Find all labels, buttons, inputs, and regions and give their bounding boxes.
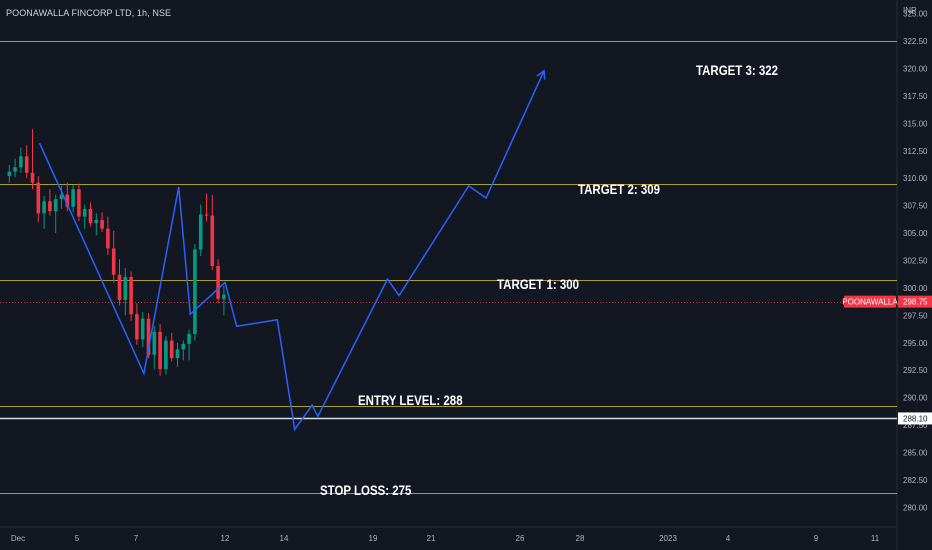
candle-body bbox=[53, 199, 58, 212]
level-label: TARGET 3: 322 bbox=[696, 62, 778, 78]
time-axis[interactable]: Dec 5 7 12 14 19 21 26 28 2023 4 9 11 bbox=[0, 526, 897, 543]
y-tick-label: 302.50 bbox=[903, 257, 928, 266]
y-tick-label: 290.00 bbox=[903, 394, 928, 403]
candle-body bbox=[222, 294, 226, 299]
candle-body bbox=[152, 331, 157, 355]
x-tick-label: 19 bbox=[369, 534, 378, 543]
candle-body bbox=[169, 340, 174, 359]
candle-body bbox=[187, 333, 191, 344]
y-tick-label: 282.50 bbox=[903, 476, 928, 485]
symbol-tag-label: POONAWALLA bbox=[842, 298, 898, 307]
candle-body bbox=[140, 318, 145, 340]
currency-label: INR bbox=[903, 6, 917, 15]
candle-body bbox=[123, 276, 128, 300]
candle-body bbox=[198, 214, 203, 250]
candle-body bbox=[77, 189, 81, 217]
x-tick-label: 4 bbox=[726, 534, 731, 543]
y-tick-label: 292.50 bbox=[903, 366, 928, 375]
y-tick-label: 305.00 bbox=[903, 229, 928, 238]
y-tick-label: 325.00 bbox=[903, 10, 928, 19]
level-label: STOP LOSS: 275 bbox=[320, 482, 411, 498]
x-tick-label: 14 bbox=[280, 534, 289, 543]
x-tick-label: 7 bbox=[134, 534, 139, 543]
y-tick-label: 287.50 bbox=[903, 421, 928, 430]
candle-body bbox=[117, 274, 122, 300]
candle-body bbox=[181, 343, 186, 350]
y-tick-label: 315.00 bbox=[903, 119, 928, 128]
x-tick-label: 9 bbox=[814, 534, 819, 543]
candle-body bbox=[71, 189, 75, 207]
symbol-title[interactable]: POONAWALLA FINCORP LTD, 1h, NSE bbox=[6, 8, 172, 18]
candle-body bbox=[146, 318, 151, 355]
y-tick-label: 320.00 bbox=[903, 65, 928, 74]
candle-body bbox=[24, 156, 29, 173]
candle-body bbox=[42, 201, 46, 214]
price-tags: POONAWALLA 298.75 288.10 bbox=[842, 295, 932, 425]
y-tick-label: 312.50 bbox=[903, 147, 928, 156]
price-tag bbox=[898, 412, 932, 425]
candle-body bbox=[175, 349, 180, 359]
candle-body bbox=[59, 194, 64, 200]
x-tick-label: 26 bbox=[516, 534, 525, 543]
y-tick-label: 295.00 bbox=[903, 339, 928, 348]
candle-body bbox=[48, 201, 52, 212]
y-tick-label: 285.00 bbox=[903, 448, 928, 457]
y-tick-label: 280.00 bbox=[903, 503, 928, 512]
y-tick-label: 322.50 bbox=[903, 37, 928, 46]
price-tag-value: 298.75 bbox=[903, 298, 928, 307]
x-tick-label: 12 bbox=[221, 534, 230, 543]
y-tick-label: 310.00 bbox=[903, 174, 928, 183]
x-tick-label: 21 bbox=[427, 534, 436, 543]
candle-body bbox=[210, 215, 215, 266]
candle-body bbox=[129, 276, 133, 315]
projection-path bbox=[38, 69, 546, 432]
level-label: ENTRY LEVEL: 288 bbox=[358, 392, 463, 408]
candle-body bbox=[158, 331, 162, 370]
y-tick-label: 297.50 bbox=[903, 311, 928, 320]
candle-body bbox=[204, 214, 209, 216]
candle-body bbox=[65, 194, 70, 207]
level-label: TARGET 2: 309 bbox=[578, 181, 660, 197]
candle-body bbox=[111, 248, 116, 275]
level-label: TARGET 1: 300 bbox=[497, 276, 579, 292]
price-axis[interactable]: 325.00 322.50 320.00 317.50 315.00 312.50 310.… bbox=[896, 0, 928, 550]
candle-body bbox=[135, 314, 139, 340]
candle-body bbox=[88, 208, 93, 224]
y-tick-label: 307.50 bbox=[903, 202, 928, 211]
candle-body bbox=[13, 167, 17, 172]
y-tick-label: 300.00 bbox=[903, 284, 928, 293]
candle-body bbox=[82, 208, 87, 217]
candle-body bbox=[164, 340, 168, 370]
candle-body bbox=[106, 228, 110, 249]
candle-body bbox=[94, 219, 99, 224]
x-tick-label: 28 bbox=[576, 534, 585, 543]
x-tick-label: 11 bbox=[871, 534, 880, 543]
candle-body bbox=[100, 219, 104, 229]
x-tick-label: 2023 bbox=[659, 534, 677, 543]
level-labels: TARGET 3: 322 TARGET 2: 309 TARGET 1: 300 E… bbox=[320, 62, 778, 498]
candle-body bbox=[36, 182, 41, 214]
price-tag-value: 288.10 bbox=[903, 414, 928, 423]
arrow-icon bbox=[536, 69, 546, 80]
candle-body bbox=[216, 265, 220, 299]
candle-body bbox=[7, 171, 12, 177]
x-tick-label: Dec bbox=[11, 534, 25, 543]
projection-line bbox=[38, 70, 545, 432]
candle-body bbox=[30, 172, 35, 183]
candle-body bbox=[193, 249, 197, 334]
x-tick-label: 5 bbox=[75, 534, 80, 543]
price-tag bbox=[898, 295, 932, 308]
y-tick-label: 317.50 bbox=[903, 92, 928, 101]
symbol-tag bbox=[844, 295, 896, 308]
horizontal-levels bbox=[0, 41, 897, 494]
candles bbox=[7, 128, 226, 376]
candle-body bbox=[19, 156, 23, 168]
